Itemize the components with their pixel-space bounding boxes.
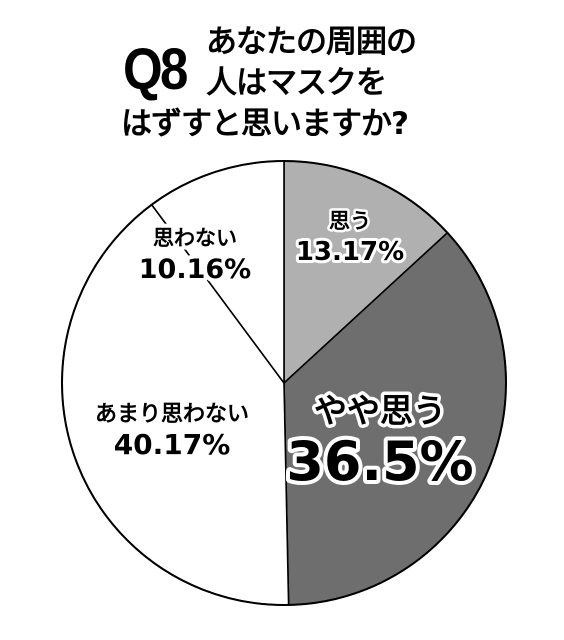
slice-value-4: 10.16% xyxy=(139,254,251,285)
slice-label-1: 思う xyxy=(329,209,371,233)
pie-slices xyxy=(61,160,507,606)
slice-value-3: 40.17% xyxy=(114,428,231,461)
slice-value-2: 36.5% xyxy=(286,430,473,493)
pie-outline xyxy=(61,160,507,606)
slice-label-4: 思わない xyxy=(153,226,237,250)
slice-label-3: あまり思わない xyxy=(95,402,249,427)
question-number: Q8 xyxy=(123,37,188,102)
question-text: あなたの周囲の 人はマスクを はずすと思いますか? xyxy=(121,22,456,145)
question-line-3: はずすと思いますか? xyxy=(121,106,409,142)
question-line-2: 人はマスクを xyxy=(206,65,387,101)
slice-value-1: 13.17% xyxy=(296,237,404,267)
slice-label-2: やや思う xyxy=(314,391,446,430)
question-line-1: あなたの周囲の xyxy=(206,24,417,60)
